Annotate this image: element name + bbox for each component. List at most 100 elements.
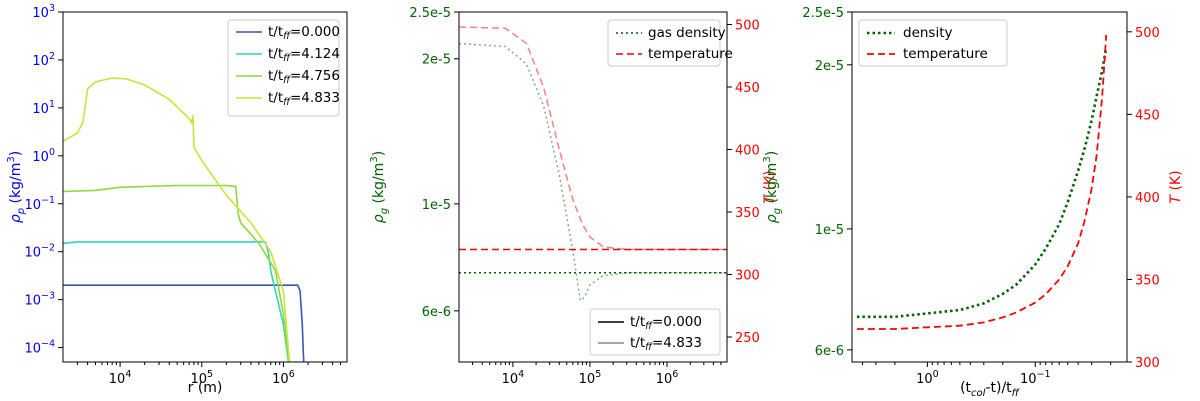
tick-exponent: 0 xyxy=(49,147,55,158)
tick-exponent: 5 xyxy=(207,369,213,380)
label-close: ) xyxy=(8,151,24,156)
legend-subscript: ff xyxy=(645,321,653,332)
tick-exponent: 3 xyxy=(49,3,55,14)
y2-axis-label: T (K) xyxy=(762,170,778,203)
y2-tick-label-2: 400 xyxy=(1135,191,1160,206)
legend-text: =0.000 xyxy=(290,24,340,40)
legend-text: =4.833 xyxy=(290,90,340,106)
y2-tick-label-0: 250 xyxy=(735,331,760,346)
x-tick-label-0: 104 xyxy=(109,369,132,387)
legend-box xyxy=(858,19,1008,67)
label-superscript: 3 xyxy=(6,156,17,162)
y2-tick-label-1: 300 xyxy=(735,269,760,284)
tick-exponent: −2 xyxy=(41,243,55,254)
label-unit: (kg/m xyxy=(764,163,780,208)
y-tick-label-1: 1e-5 xyxy=(815,223,844,238)
y-tick-label-5: 101 xyxy=(32,99,55,117)
label-text: -t)/t xyxy=(985,380,1012,396)
tick-base: 10 xyxy=(24,294,41,309)
x-tick-label-1: 105 xyxy=(190,369,213,387)
label-superscript: 3 xyxy=(762,156,773,162)
x-axis-label: (tcol-t)/tff xyxy=(960,380,1021,399)
label-symbol: T xyxy=(762,194,778,204)
tick-exponent: −1 xyxy=(41,195,55,206)
y-tick-label-3: 2.5e-5 xyxy=(409,6,451,21)
series-line-3 xyxy=(63,77,291,362)
tick-exponent: 4 xyxy=(125,369,131,380)
y2-axis-label: T (K) xyxy=(1168,170,1184,203)
y2-tick-label-4: 500 xyxy=(1135,26,1160,41)
legend-text: t/t xyxy=(268,24,283,40)
tick-exponent: 2 xyxy=(49,51,55,62)
x-tick-label-2: 106 xyxy=(272,369,295,387)
tick-exponent: 6 xyxy=(672,369,678,380)
tick-base: 10 xyxy=(502,372,519,387)
axes-frame xyxy=(458,11,728,363)
legend-bottom: t/tff=0.000 t/tff=4.833 xyxy=(589,308,721,356)
label-symbol: T xyxy=(1168,194,1184,204)
legend-subscript: ff xyxy=(283,53,291,64)
panel-gas-density-temperature-profile: 104 105 1066e-61e-52e-52.5e-52503003504004… xyxy=(369,6,778,387)
legend-box xyxy=(607,19,721,67)
legend-subscript: ff xyxy=(283,75,291,86)
label-superscript: 3 xyxy=(369,156,380,162)
y2-tick-label-3: 400 xyxy=(735,144,760,159)
tick-exponent: 5 xyxy=(595,369,601,380)
legend-text: t/t xyxy=(268,46,283,62)
tick-base: 10 xyxy=(32,150,49,165)
legend-top: gas density temperature xyxy=(607,19,733,67)
label-unit: (K) xyxy=(1168,170,1184,195)
legend-text: =4.756 xyxy=(290,68,340,84)
x-tick-label-1: 10−1 xyxy=(1020,369,1051,387)
series-lines xyxy=(63,77,305,362)
label-symbol: ρ xyxy=(8,214,24,223)
tick-base: 10 xyxy=(1020,372,1037,387)
legend-entry-0: t/tff=0.000 xyxy=(630,314,702,332)
label-symbol: ρ xyxy=(764,214,780,223)
x-tick-label-1: 105 xyxy=(579,369,602,387)
x-axis-label: r (m) xyxy=(188,380,223,396)
series-lines xyxy=(459,26,727,302)
y-tick-label-0: 6e-6 xyxy=(422,305,451,320)
y2-tick-label-4: 450 xyxy=(735,81,760,96)
legend-entry-2: t/tff=4.756 xyxy=(268,68,340,86)
tick-base: 10 xyxy=(32,102,49,117)
axes-frame xyxy=(851,11,1128,363)
tick-base: 10 xyxy=(272,372,289,387)
tick-exponent: −3 xyxy=(41,291,55,302)
tick-exponent: 4 xyxy=(518,369,524,380)
y2-tick-label-0: 300 xyxy=(1135,356,1160,371)
tick-base: 10 xyxy=(24,198,41,213)
series-lines xyxy=(856,35,1108,330)
y2-tick-label-2: 350 xyxy=(735,206,760,221)
legend: density temperature xyxy=(858,19,1008,67)
label-text: (t xyxy=(960,380,971,396)
y-tick-label-1: 10−3 xyxy=(24,291,55,309)
label-close: ) xyxy=(371,151,387,156)
series-line-1 xyxy=(856,35,1108,330)
legend-text: =0.000 xyxy=(652,314,702,330)
label-subscript: g xyxy=(379,208,390,214)
legend-entry-0: gas density xyxy=(648,25,726,41)
label-close: ) xyxy=(764,151,780,156)
series-line-0 xyxy=(63,284,305,362)
label-unit: (K) xyxy=(762,170,778,195)
y-tick-label-6: 102 xyxy=(32,51,55,69)
y-tick-label-2: 10−2 xyxy=(24,243,55,261)
legend-entry-1: t/tff=4.833 xyxy=(630,335,702,353)
tick-base: 10 xyxy=(24,246,41,261)
legend-text: t/t xyxy=(630,314,645,330)
tick-exponent: 0 xyxy=(933,369,939,380)
label-subscript: g xyxy=(772,208,783,214)
y-tick-label-2: 2e-5 xyxy=(422,53,451,68)
y-tick-label-3: 2.5e-5 xyxy=(802,6,844,21)
y-tick-label-0: 6e-6 xyxy=(815,344,844,359)
label-subscript: p xyxy=(16,208,27,215)
tick-base: 10 xyxy=(656,372,673,387)
y-tick-label-4: 100 xyxy=(32,147,55,165)
legend-subscript: ff xyxy=(283,97,291,108)
legend-entry-1: temperature xyxy=(648,46,733,62)
legend-text: t/t xyxy=(630,335,645,351)
legend-box xyxy=(227,19,340,117)
